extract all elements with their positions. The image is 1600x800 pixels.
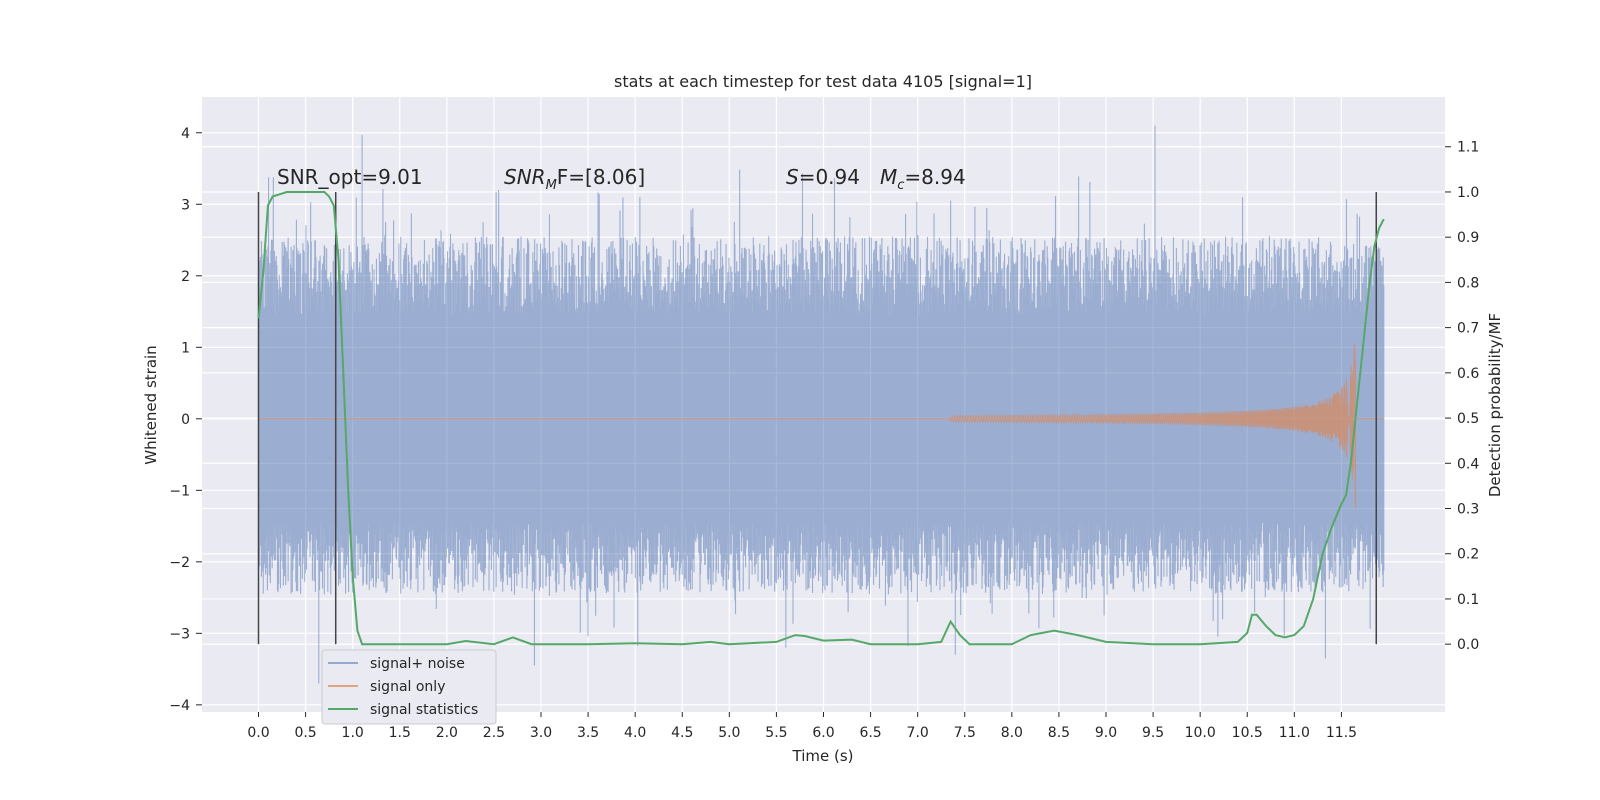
y2-tick-label: 0.3 [1457,502,1479,518]
annotations: SNR_opt=9.01 SNRMF=[8.06] S=0.94 Mc=8.94 [277,165,966,193]
y2-tick-label: 0.7 [1457,321,1479,337]
y2-tick-label: 0.6 [1457,366,1479,382]
annotation-s-label: S [786,165,799,189]
legend-label-signal-only: signal only [370,679,445,695]
y2-axis-label: Detection probability/MF [1486,313,1504,497]
y2-tick-label: 0.4 [1457,456,1479,472]
legend: signal+ noise signal only signal statist… [321,649,497,725]
legend-label-signal-noise: signal+ noise [370,656,465,672]
y2-tick-label: 0.5 [1457,411,1479,427]
x-tick-label: 4.5 [671,725,693,741]
annotation-mc: Mc=8.94 [880,165,966,193]
x-tick-labels: 0.0 0.5 1.0 1.5 2.0 2.5 3.0 3.5 4.0 4.5 5.0 5.5 6.0 6… [247,712,1357,741]
x-tick-label: 1.5 [389,725,411,741]
x-tick-label: 9.5 [1142,725,1164,741]
y2-tick-label: 0.9 [1457,230,1479,246]
x-tick-label: 1.0 [342,725,364,741]
x-tick-label: 5.5 [765,725,787,741]
x-axis-label: Time (s) [792,747,854,765]
annotation-snr-mf-base: SNR [504,165,546,189]
y-tick-label: −4 [169,698,190,714]
x-tick-label: 0.5 [294,725,316,741]
annotation-s: S=0.94 [786,165,860,189]
y2-tick-label: 0.0 [1457,637,1479,653]
annotation-snr-opt: SNR_opt=9.01 [277,165,423,189]
x-tick-label: 5.0 [718,725,740,741]
y2-tick-label: 0.1 [1457,592,1479,608]
y-tick-label: 4 [181,126,190,142]
series-signal-statistics [257,191,1385,646]
y-tick-label: 1 [181,340,190,356]
annotation-snr-mf: SNRMF=[8.06] [504,165,645,193]
legend-box [321,649,497,725]
annotation-snr-mf-rest: F=[8.06] [557,165,645,189]
x-tick-label: 11.5 [1326,725,1357,741]
series-signal-only [258,342,1384,509]
x-tick-label: 4.0 [624,725,646,741]
x-tick-label: 7.0 [907,725,929,741]
y-tick-label: −2 [169,555,190,571]
y-tick-labels: 4 3 2 1 0 −1 −2 −3 −4 [169,126,202,714]
x-tick-label: 6.5 [859,725,881,741]
x-tick-label: 10.5 [1232,725,1263,741]
y2-tick-label: 0.8 [1457,275,1479,291]
x-tick-label: 2.0 [436,725,458,741]
y-tick-label: 0 [181,412,190,428]
statistics-line [257,191,1385,646]
y-tick-label: −3 [169,626,190,642]
y-tick-label: 3 [181,197,190,213]
x-tick-label: 6.0 [812,725,834,741]
y-axis-label: Whitened strain [142,345,160,464]
legend-label-signal-statistics: signal statistics [370,702,478,718]
y2-tick-label: 1.0 [1457,185,1479,201]
x-tick-label: 3.5 [577,725,599,741]
annotation-mc-value: =8.94 [904,165,965,189]
annotation-mc-base: M [880,165,897,189]
annotation-snr-mf-sub: M [546,178,557,193]
x-tick-label: 3.0 [530,725,552,741]
y-tick-label: 2 [181,269,190,285]
x-tick-label: 11.0 [1279,725,1310,741]
chart-title: stats at each timestep for test data 410… [614,72,1032,91]
x-tick-label: 8.5 [1048,725,1070,741]
y2-tick-labels: 1.1 1.0 0.9 0.8 0.7 0.6 0.5 0.4 0.3 0.2 0.1 0.0 [1445,140,1479,653]
vertical-markers [257,191,1378,645]
y-tick-label: −1 [169,483,190,499]
annotation-mc-sub: c [897,178,904,193]
x-tick-label: 10.0 [1185,725,1216,741]
signal-trace [258,342,1384,509]
y2-tick-label: 1.1 [1457,140,1479,156]
y2-tick-label: 0.2 [1457,547,1479,563]
x-tick-label: 2.5 [483,725,505,741]
x-tick-label: 8.0 [1001,725,1023,741]
annotation-s-value: =0.94 [799,165,860,189]
x-tick-label: 0.0 [247,725,269,741]
x-tick-label: 9.0 [1095,725,1117,741]
x-tick-label: 7.5 [954,725,976,741]
